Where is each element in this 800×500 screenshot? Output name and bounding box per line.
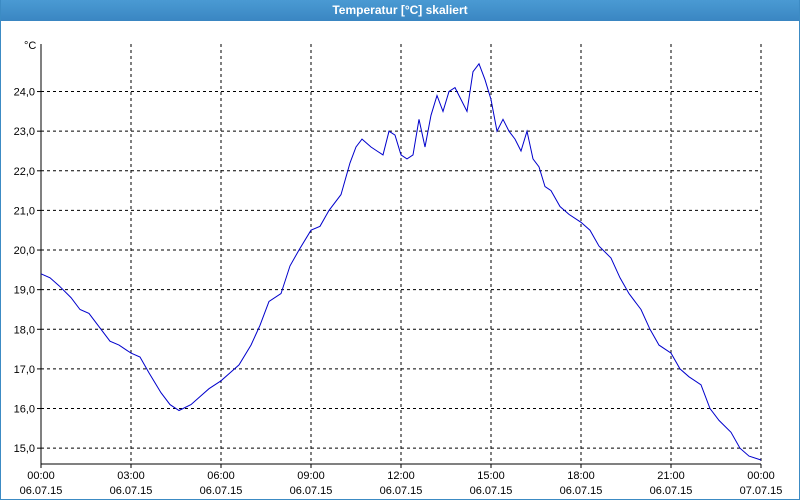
y-tick-label: 17,0: [14, 364, 35, 376]
y-tick-label: 19,0: [14, 285, 35, 297]
grid: [40, 44, 762, 465]
x-tick-date-label: 07.07.15: [740, 485, 783, 497]
y-axis-unit-label: °C: [24, 40, 36, 52]
x-tick-date-label: 06.07.15: [470, 485, 513, 497]
x-tick-time-label: 15:00: [477, 470, 505, 482]
x-tick-time-label: 18:00: [567, 470, 595, 482]
y-tick-label: 20,0: [14, 245, 35, 257]
y-tick-label: 18,0: [14, 324, 35, 336]
y-tick-label: 21,0: [14, 205, 35, 217]
x-tick-date-label: 06.07.15: [200, 485, 243, 497]
x-tick-time-label: 06:00: [207, 470, 235, 482]
window-title: Temperatur [°C] skaliert: [1, 0, 799, 21]
x-tick-time-label: 12:00: [387, 470, 415, 482]
y-axis-ticks: 15,0 16,0 17,0 18,0 19,0 20,0 21,0 22,0 23,0 24,0: [14, 87, 41, 455]
x-tick-time-label: 21:00: [657, 470, 685, 482]
x-tick-time-label: 00:00: [27, 470, 55, 482]
x-tick-date-label: 06.07.15: [560, 485, 603, 497]
x-tick-time-label: 03:00: [117, 470, 145, 482]
plot-area: [40, 62, 762, 461]
y-tick-label: 24,0: [14, 87, 35, 99]
y-tick-label: 22,0: [14, 166, 35, 178]
y-tick-label: 15,0: [14, 443, 35, 455]
y-tick-label: 16,0: [14, 404, 35, 416]
x-tick-date-label: 06.07.15: [20, 485, 63, 497]
x-tick-date-label: 06.07.15: [650, 485, 693, 497]
x-tick-time-label: 00:00: [747, 470, 775, 482]
x-tick-date-label: 06.07.15: [290, 485, 333, 497]
temperature-series-line: [40, 62, 762, 461]
x-tick-date-label: 06.07.15: [110, 485, 153, 497]
x-tick-date-label: 06.07.15: [380, 485, 423, 497]
x-axis-ticks: 00:00 06.07.15 03:00 06.07.15 06:00 06.07.15 0…: [20, 464, 783, 497]
y-tick-label: 23,0: [14, 126, 35, 138]
x-tick-time-label: 09:00: [297, 470, 325, 482]
